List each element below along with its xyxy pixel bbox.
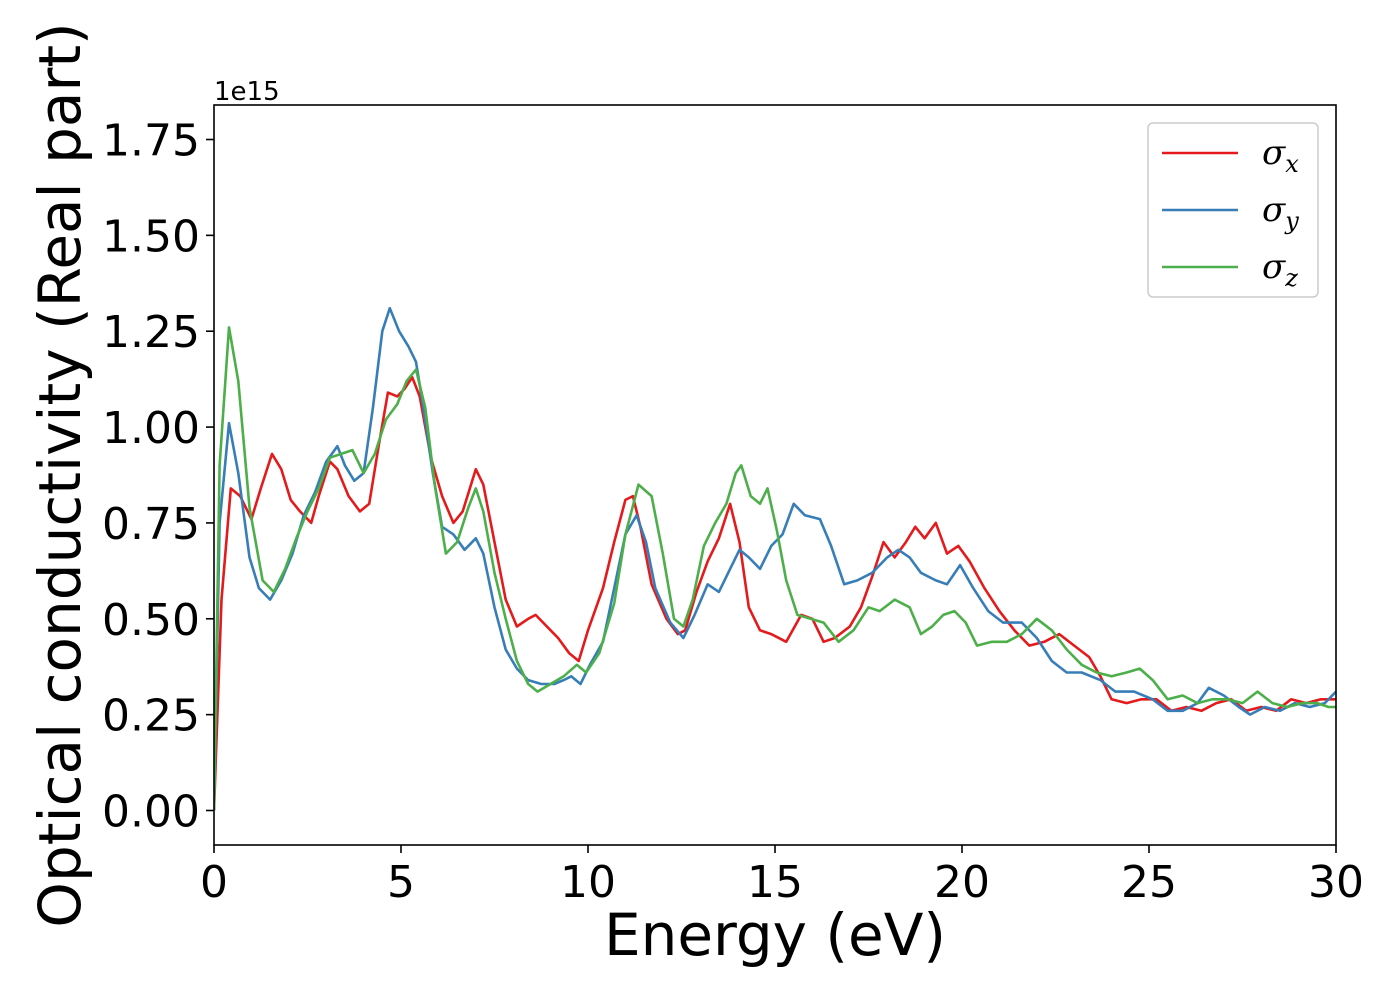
x-tick-label: 10 xyxy=(560,857,616,908)
x-tick-label: 20 xyxy=(934,857,990,908)
x-tick-label: 5 xyxy=(387,857,415,908)
series-line-sigma-z xyxy=(214,326,1336,811)
y-offset-label: 1e15 xyxy=(214,77,280,107)
series-layer xyxy=(214,306,1336,811)
y-tick-label: 1.00 xyxy=(102,403,200,454)
series-line-sigma-x xyxy=(214,375,1336,811)
y-tick-label: 0.25 xyxy=(102,691,200,742)
y-axis: 0.00 0.25 0.50 0.75 1.00 1.25 1.50 1.75 xyxy=(102,116,214,837)
y-tick-label: 0.75 xyxy=(102,499,200,550)
x-tick-label: 30 xyxy=(1308,857,1364,908)
y-tick-label: 0.50 xyxy=(102,595,200,646)
x-axis-label: Energy (eV) xyxy=(604,901,946,969)
x-tick-label: 0 xyxy=(200,857,228,908)
y-tick-label: 1.50 xyxy=(102,211,200,262)
x-tick-label: 15 xyxy=(747,857,803,908)
y-tick-label: 1.75 xyxy=(102,116,200,167)
y-tick-label: 1.25 xyxy=(102,307,200,358)
y-tick-label: 0.00 xyxy=(102,786,200,837)
x-tick-label: 25 xyxy=(1121,857,1177,908)
y-axis-label: Optical conductivity (Real part) xyxy=(26,22,94,927)
series-line-sigma-y xyxy=(214,306,1336,811)
x-axis: 0 5 10 15 20 25 30 xyxy=(200,845,1364,908)
